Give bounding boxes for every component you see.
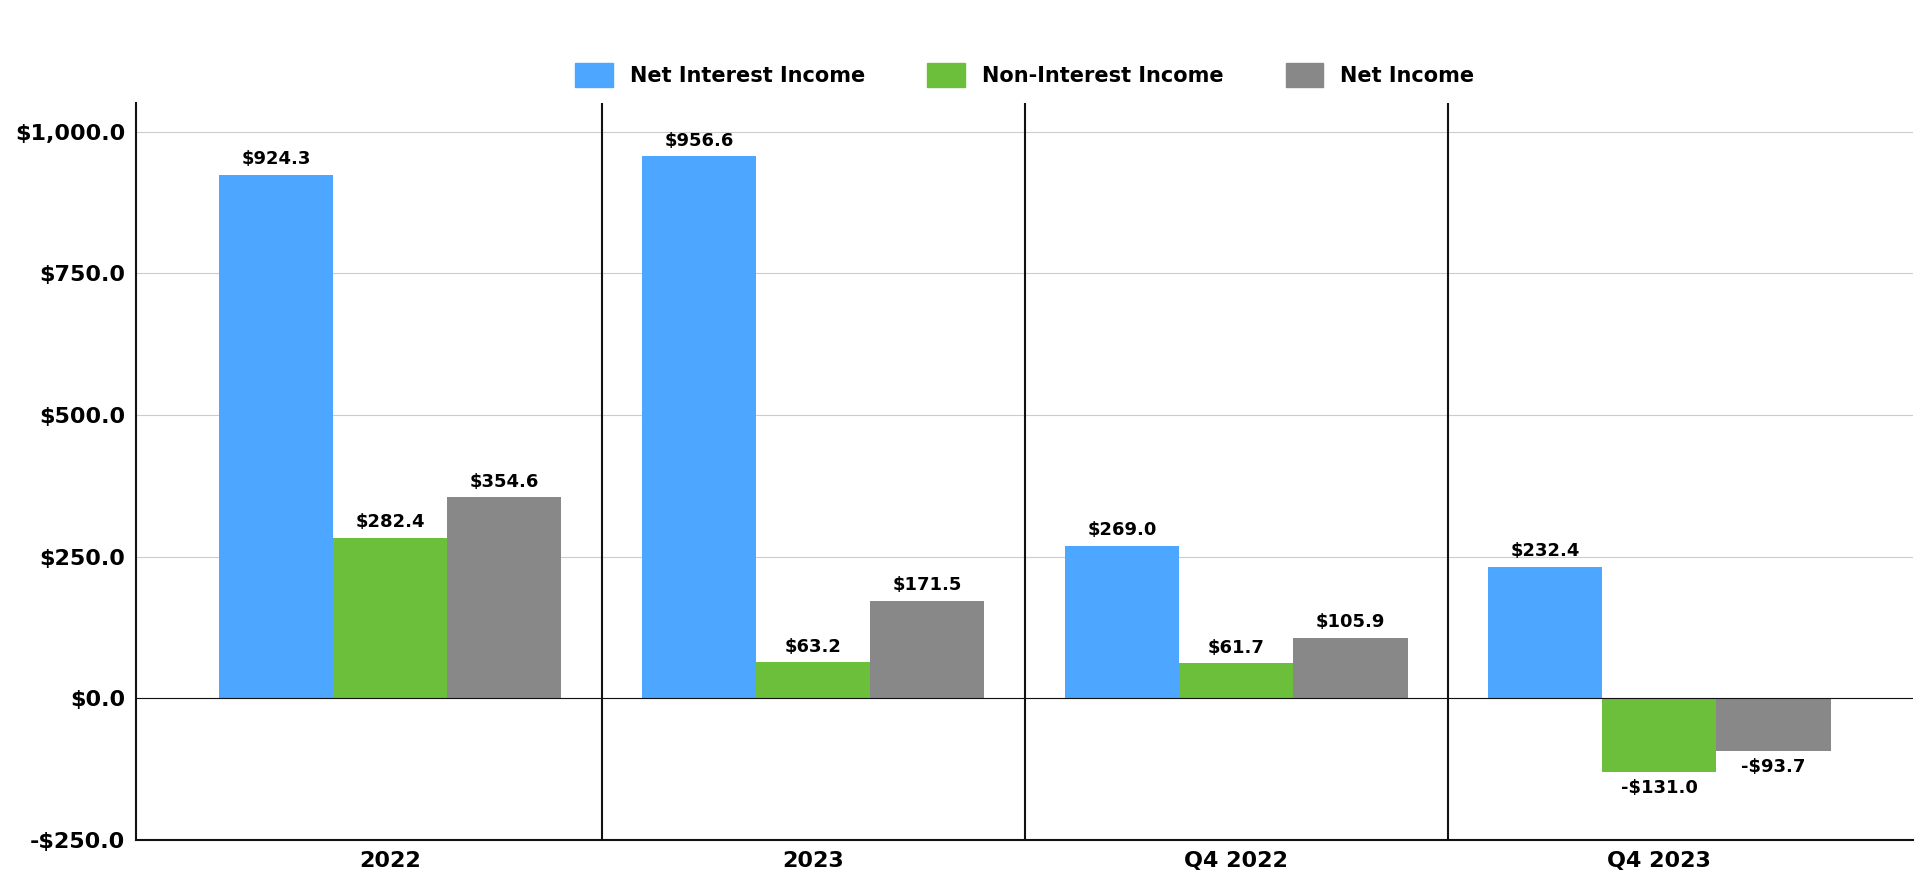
Bar: [447, 497, 561, 698]
Bar: [1602, 698, 1716, 773]
Bar: [756, 663, 870, 698]
Text: $282.4: $282.4: [355, 514, 424, 532]
Text: $61.7: $61.7: [1207, 639, 1265, 657]
Text: $105.9: $105.9: [1315, 613, 1384, 632]
Bar: [334, 539, 447, 698]
Text: -$131.0: -$131.0: [1621, 780, 1699, 797]
Bar: [220, 175, 334, 698]
Bar: [1488, 567, 1602, 698]
Text: $956.6: $956.6: [665, 132, 735, 150]
Text: -$93.7: -$93.7: [1741, 758, 1807, 776]
Text: $63.2: $63.2: [785, 638, 843, 656]
Text: $269.0: $269.0: [1087, 521, 1157, 539]
Bar: [1716, 698, 1830, 751]
Bar: [1180, 664, 1294, 698]
Bar: [1064, 546, 1180, 698]
Bar: [870, 601, 985, 698]
Legend: Net Interest Income, Non-Interest Income, Net Income: Net Interest Income, Non-Interest Income…: [567, 55, 1483, 96]
Bar: [1294, 638, 1407, 698]
Text: $354.6: $354.6: [470, 472, 540, 491]
Bar: [642, 156, 756, 698]
Text: $232.4: $232.4: [1510, 542, 1579, 560]
Text: $924.3: $924.3: [241, 150, 310, 167]
Text: $171.5: $171.5: [893, 576, 962, 595]
